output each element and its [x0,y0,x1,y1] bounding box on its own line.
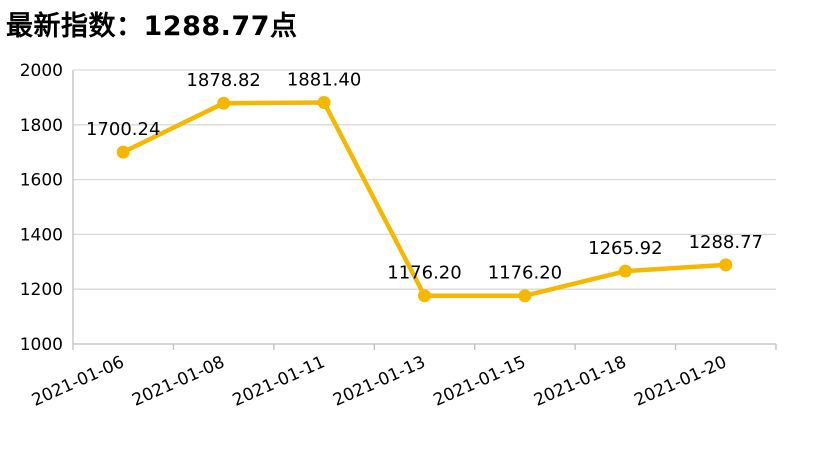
data-points [116,95,733,303]
data-label: 1881.40 [287,69,361,90]
x-tick-label: 2021-01-15 [431,352,529,410]
x-tick-label: 2021-01-11 [230,352,328,410]
y-axis: 1000 1200 1400 1600 1800 2000 [20,61,74,355]
x-axis: 2021-01-06 2021-01-08 2021-01-11 2021-01-13… [29,344,777,411]
x-tick-label: 2021-01-18 [531,352,629,410]
data-label: 1265.92 [588,238,662,259]
data-point [116,145,130,159]
data-point [719,258,733,272]
y-tick-label: 1000 [20,335,63,355]
x-tick-label: 2021-01-06 [29,352,127,410]
y-tick-label: 2000 [20,61,63,81]
data-point [217,96,231,110]
page-title: 最新指数：1288.77点 [6,11,298,42]
data-point [418,289,431,303]
x-tick-label: 2021-01-20 [631,352,729,410]
data-label: 1288.77 [689,232,763,253]
data-label: 1176.20 [387,263,461,284]
y-tick-label: 1200 [20,280,63,300]
gridlines [73,69,776,345]
y-tick-label: 1400 [20,225,63,245]
y-tick-label: 1600 [20,171,63,191]
data-point [518,289,532,303]
x-tick-label: 2021-01-13 [330,352,428,410]
x-tick-label: 2021-01-08 [129,352,227,410]
data-label: 1176.20 [488,263,562,284]
data-label: 1700.24 [86,119,160,140]
data-label: 1878.82 [186,70,260,91]
y-tick-label: 1800 [20,116,63,136]
data-labels: 1700.24 1878.82 1881.40 1176.20 1176.20 1265.… [86,69,763,283]
data-point [317,95,331,109]
data-point [618,264,632,278]
